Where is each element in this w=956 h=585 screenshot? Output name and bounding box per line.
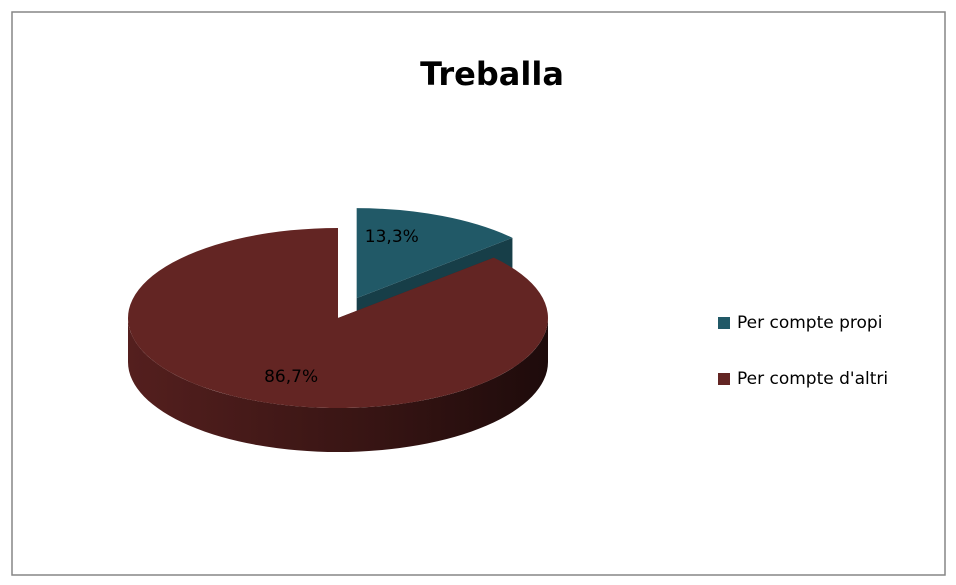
pie-slice (356, 208, 513, 299)
legend-label: Per compte propi (737, 313, 882, 333)
data-label: 86,7% (264, 367, 318, 387)
legend-label: Per compte d'altri (737, 369, 888, 389)
slice-side (128, 318, 548, 452)
legend-swatch (718, 317, 730, 329)
chart-title: Treballa (420, 55, 564, 93)
pie-slice (127, 228, 548, 408)
legend-swatch (718, 373, 730, 385)
data-label: 13,3% (365, 227, 419, 247)
